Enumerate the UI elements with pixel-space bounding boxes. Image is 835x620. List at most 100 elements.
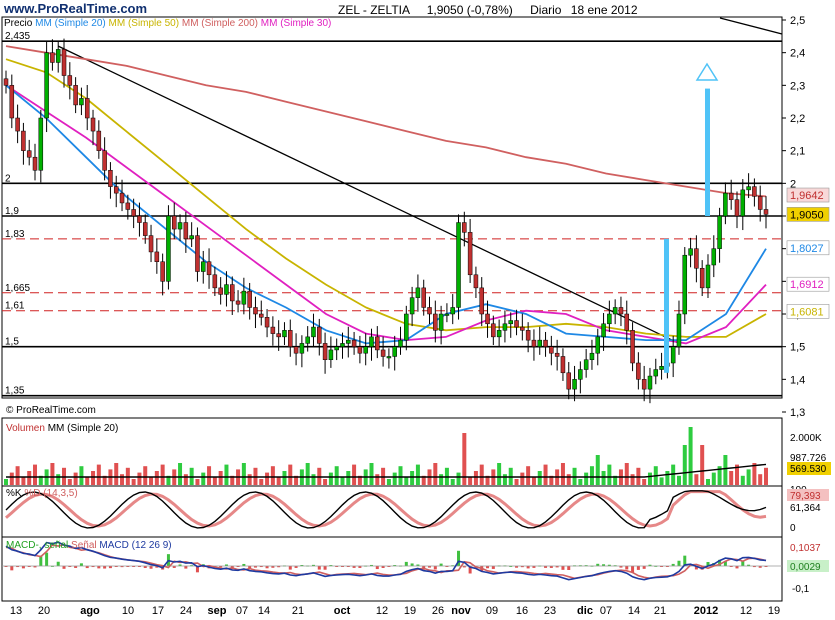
volume-bar <box>328 472 333 485</box>
macd-histogram-bar <box>694 566 698 570</box>
candle-body <box>9 85 15 119</box>
macd-histogram-bar <box>300 565 304 567</box>
candle-body <box>641 379 647 390</box>
macd-title2: Señal <box>71 540 97 551</box>
macd-histogram-bar <box>764 566 768 567</box>
volume-title: Volumen <box>6 423 45 434</box>
candle-body <box>270 326 276 334</box>
volume-bar <box>734 464 739 485</box>
macd-histogram-bar <box>103 566 107 569</box>
x-tick-label: 14 <box>628 605 640 617</box>
volume-bar <box>468 477 473 485</box>
candle-body <box>682 254 688 315</box>
volume-bar <box>526 466 531 485</box>
volume-last-badge <box>787 462 831 475</box>
volume-bar <box>601 471 606 485</box>
candle-body <box>293 346 299 354</box>
volume-bar <box>584 472 589 485</box>
candle-body <box>508 320 513 325</box>
value-badge-mm20 <box>786 240 830 256</box>
y-tick-label: 2,5 <box>790 15 805 27</box>
volume-bar <box>723 455 728 485</box>
volume-bar <box>259 479 264 485</box>
macd-histogram-bar <box>723 561 727 566</box>
x-tick-label: 19 <box>768 605 780 617</box>
volume-bar <box>91 471 96 485</box>
macd-histogram-bar <box>288 566 292 570</box>
volume-bar <box>537 471 542 485</box>
x-tick-label: 07 <box>236 605 248 617</box>
macd-histogram-bar <box>126 566 130 567</box>
macd-axis-low: -0,1 <box>792 584 810 595</box>
macd-histogram-bar <box>561 566 565 570</box>
stoch-axis-bottom: 0 <box>790 523 796 534</box>
candle-body <box>404 313 409 341</box>
value-badge-mm50 <box>786 304 830 319</box>
macd-histogram-bar <box>358 566 362 568</box>
candle-body <box>618 307 624 315</box>
candle-body <box>363 346 368 354</box>
y-tick-label: 2,4 <box>790 48 805 60</box>
volume-bar <box>700 445 705 485</box>
candle-body <box>543 339 548 347</box>
macd-histogram-bar <box>352 566 356 568</box>
macd-histogram-bar <box>683 555 687 566</box>
macd-histogram-bar <box>491 566 495 569</box>
candle-body <box>212 274 218 289</box>
macd-histogram-bar <box>457 550 461 566</box>
macd-histogram-bar <box>747 564 751 566</box>
macd-histogram-bar <box>677 560 681 566</box>
x-tick-label: 21 <box>292 605 304 617</box>
candle-body <box>485 313 490 325</box>
candle-body <box>723 192 728 217</box>
legend-mm50: MM (Simple 50) <box>108 18 180 29</box>
volume-axis-top: 2.000K <box>790 433 822 444</box>
candle-body <box>299 343 305 354</box>
volume-bar <box>15 466 20 485</box>
candle-body <box>421 287 426 308</box>
volume-bar <box>4 479 8 485</box>
volume-bar <box>386 479 391 485</box>
stoch-d-line <box>5 490 767 528</box>
volume-bar <box>160 464 165 485</box>
candle-body <box>583 359 589 370</box>
value-badge-text-last: 1,9050 <box>790 209 824 221</box>
macd-histogram-bar <box>120 566 124 568</box>
volume-bar <box>514 479 519 485</box>
candle-body <box>757 196 763 210</box>
candle-body <box>450 307 455 315</box>
candle-body <box>108 170 113 187</box>
legend-mm200: MM (Simple 200) <box>181 18 258 29</box>
volume-bar <box>398 466 403 485</box>
volume-bar <box>421 475 426 485</box>
candle-body <box>282 330 287 338</box>
arrow-bar-1 <box>664 238 669 373</box>
candle-body <box>317 326 322 344</box>
macd-histogram-bar <box>85 566 89 569</box>
candle-body <box>21 130 26 151</box>
volume-bar <box>149 477 154 485</box>
macd-histogram-bar <box>468 566 472 574</box>
x-tick-label: 12 <box>740 605 752 617</box>
candle-body <box>253 307 258 315</box>
macd-histogram-bar <box>149 566 153 569</box>
volume-bar <box>183 474 188 485</box>
macd-histogram-bar <box>277 566 281 568</box>
candle-body <box>102 150 107 171</box>
macd-histogram-bar <box>143 566 147 569</box>
volume-bar <box>9 472 14 485</box>
volume-bar <box>207 466 212 485</box>
volume-bar <box>543 464 548 485</box>
volume-bar <box>230 475 235 485</box>
candle-body <box>711 248 717 266</box>
volume-bar <box>114 463 119 485</box>
candle-body <box>554 352 560 357</box>
macd-histogram-bar <box>544 566 548 568</box>
macd-histogram-bar <box>68 566 72 567</box>
candle-body <box>699 268 705 289</box>
candle-body <box>473 274 479 289</box>
volume-bar <box>120 474 125 485</box>
y-tick-label: 2,3 <box>790 80 805 92</box>
candle-body <box>525 330 531 341</box>
x-tick-label: sep <box>208 605 227 617</box>
